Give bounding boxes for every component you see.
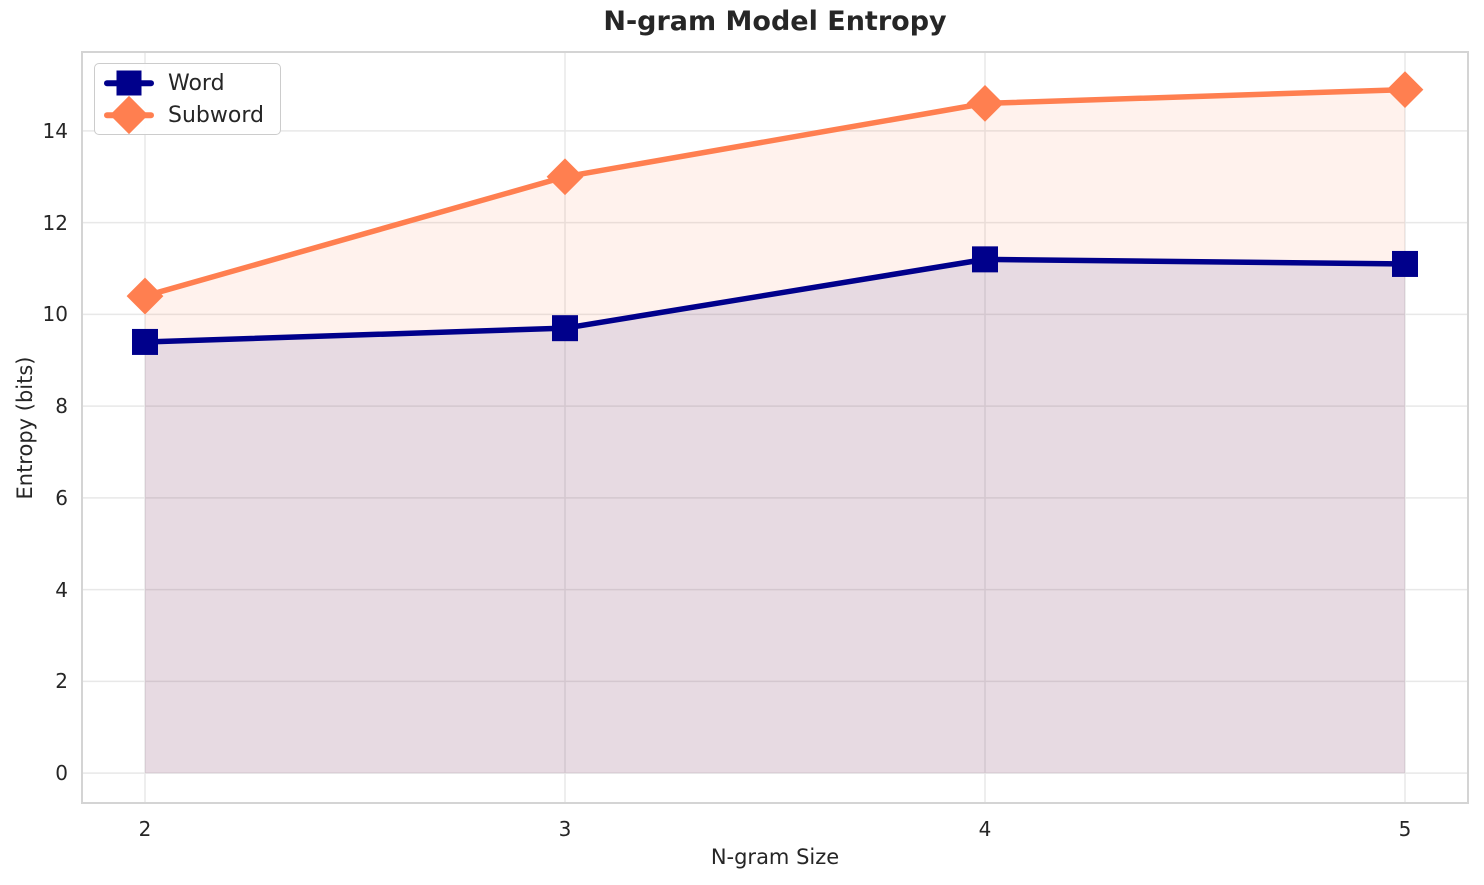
square-marker (132, 328, 158, 355)
line-subword (142, 86, 1408, 299)
y-tick-label: 0 (55, 761, 68, 786)
legend-label-word: Word (168, 70, 225, 96)
diamond-marker (966, 84, 1004, 122)
y-tick-label: 6 (55, 485, 68, 510)
y-tick-label: 4 (55, 577, 68, 602)
diamond-marker (1386, 71, 1424, 109)
legend-label-subword: Subword (168, 102, 264, 128)
y-axis-label: Entropy (bits) (13, 357, 37, 500)
y-tick-label: 10 (42, 302, 68, 327)
word-square-marker-icon (104, 67, 154, 99)
y-tick-label: 12 (42, 210, 68, 235)
line-word (142, 256, 1408, 345)
y-tick-label: 2 (55, 669, 68, 694)
area-fill-word (145, 259, 1405, 774)
y-tick-label: 14 (42, 118, 68, 143)
x-tick-label: 3 (558, 817, 572, 841)
square-marker (972, 246, 998, 273)
legend-item-subword: Subword (104, 95, 264, 135)
word-marker-swatch (116, 70, 142, 96)
chart-title: N-gram Model Entropy (603, 6, 947, 37)
square-marker (552, 315, 578, 342)
x-tick-label: 4 (978, 817, 992, 841)
subword-diamond-marker-icon (104, 95, 154, 135)
diamond-marker (546, 158, 584, 196)
square-marker (1392, 250, 1418, 277)
x-tick-label: 2 (138, 817, 152, 841)
legend-item-word: Word (104, 67, 264, 99)
diamond-marker (126, 277, 164, 315)
subword-marker-swatch (109, 95, 149, 135)
x-tick-label: 5 (1398, 817, 1412, 841)
x-axis-label: N-gram Size (710, 845, 840, 869)
legend: Word Subword (94, 63, 281, 135)
y-tick-label: 8 (55, 394, 68, 419)
plot-border (81, 51, 1469, 804)
